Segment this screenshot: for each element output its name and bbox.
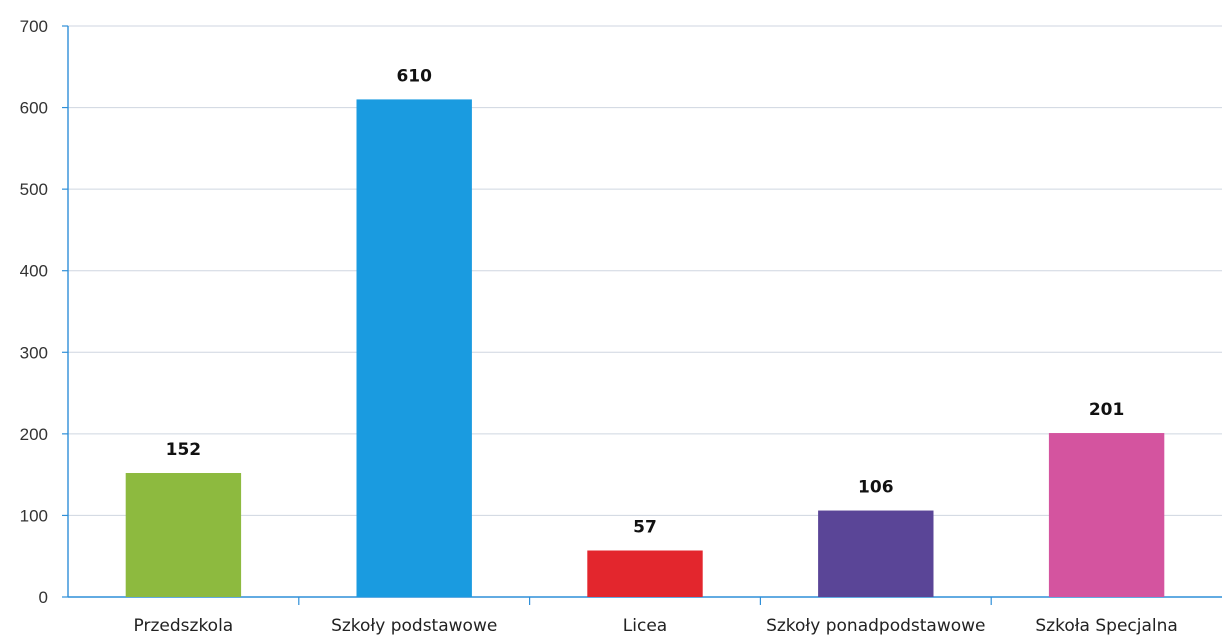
bar — [356, 99, 472, 598]
data-label: 610 — [396, 66, 432, 86]
bar — [1048, 433, 1165, 597]
data-label: 57 — [633, 518, 657, 538]
data-label: 106 — [858, 478, 894, 498]
y-tick-label: 700 — [20, 17, 48, 36]
x-tick-label: Szkoła Specjalna — [1035, 616, 1177, 636]
y-tick-label: 500 — [20, 180, 48, 199]
bars — [125, 99, 1165, 598]
y-tick-label: 200 — [20, 425, 48, 444]
data-label: 152 — [166, 440, 202, 460]
labels: 0 100 200 300 400 500 600 700 152 Przedszkola 610 S… — [20, 17, 1178, 636]
y-tick-label: 600 — [20, 99, 48, 118]
x-tick-label: Licea — [623, 616, 667, 636]
bar — [587, 550, 703, 597]
x-tick-label: Szkoły podstawowe — [331, 616, 497, 636]
y-tick-label: 0 — [39, 588, 48, 607]
bar — [125, 473, 242, 597]
gridlines — [68, 25, 1222, 516]
y-tick-label: 100 — [20, 506, 48, 525]
y-tick-label: 300 — [20, 343, 48, 362]
x-tick-label: Szkoły ponadpodstawowe — [766, 616, 985, 636]
y-tick-label: 400 — [20, 262, 48, 281]
bar — [818, 510, 934, 597]
data-label: 201 — [1089, 400, 1125, 420]
x-tick-label: Przedszkola — [134, 616, 234, 636]
